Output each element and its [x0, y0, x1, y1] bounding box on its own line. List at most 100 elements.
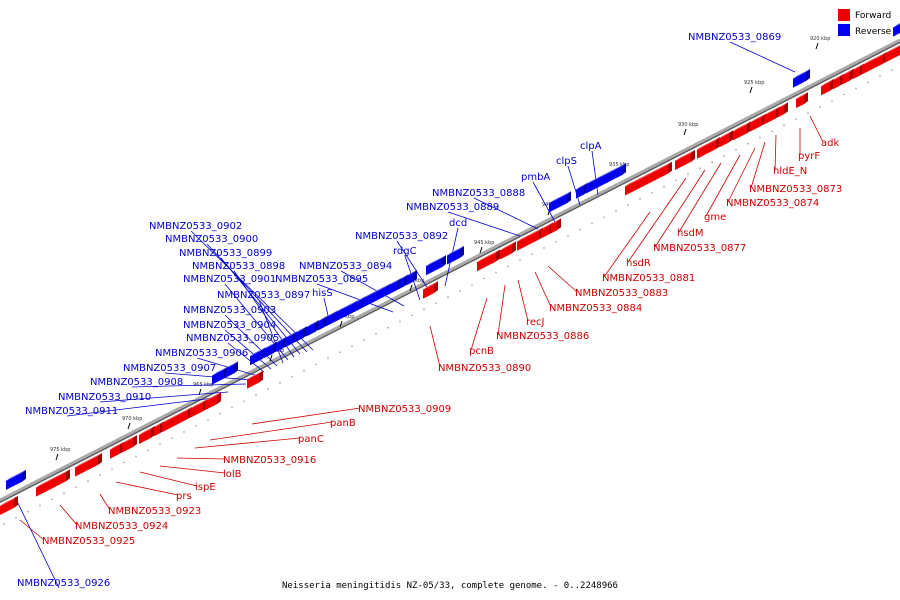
ruler-dot — [3, 523, 5, 525]
gene-top-face — [551, 218, 561, 225]
ruler-dot — [255, 394, 257, 396]
gene-top-face — [75, 452, 102, 468]
gene-top-face — [586, 163, 626, 185]
ruler-dot — [867, 81, 869, 84]
forward-gene — [205, 395, 217, 411]
leader-line — [115, 481, 179, 496]
gene-end-face — [512, 241, 516, 254]
forward-gene — [477, 252, 496, 272]
ruler-dot — [855, 87, 857, 90]
gene-top-face — [212, 366, 228, 376]
ruler-dot — [111, 467, 113, 470]
legend-reverse-swatch — [838, 24, 850, 36]
forward-gene-label: hsdR — [626, 258, 651, 269]
gene-top-face — [833, 73, 844, 81]
leader-line — [99, 493, 111, 511]
forward-gene-label: NMBNZ0533_0909 — [358, 404, 451, 415]
reverse-gene-label: pmbA — [521, 172, 550, 183]
forward-gene-label: NMBNZ0533_0881 — [602, 273, 695, 284]
forward-gene — [842, 71, 850, 85]
ruler-dot — [27, 510, 29, 513]
reverse-gene-label: NMBNZ0533_0904 — [183, 320, 276, 331]
reverse-gene-label: NMBNZ0533_0926 — [17, 578, 110, 589]
backbone-shadow — [0, 41, 900, 503]
ruler-dot — [87, 480, 89, 482]
genome-caption: Neisseria meningitidis NZ-05/33, complet… — [282, 581, 618, 591]
ruler-dot — [771, 130, 773, 133]
gene-top-face — [697, 137, 720, 150]
ruler-dot — [231, 406, 233, 409]
gene-top-face — [190, 399, 207, 409]
gene-top-face — [447, 245, 464, 256]
reverse-gene — [226, 364, 234, 378]
gene-end-face — [804, 92, 808, 105]
leader-line — [567, 165, 581, 206]
forward-gene — [247, 373, 259, 389]
reverse-gene — [586, 166, 622, 194]
backbone-line — [0, 38, 900, 502]
leader-line — [206, 243, 308, 353]
forward-gene — [764, 109, 776, 125]
forward-gene — [122, 438, 133, 453]
ruler-dot — [327, 357, 329, 360]
reverse-gene — [306, 323, 315, 337]
gene-top-face — [388, 277, 402, 286]
reverse-gene-label: NMBNZ0533_0908 — [90, 377, 183, 388]
gene-top-face — [842, 68, 854, 76]
leader-line — [534, 271, 552, 308]
ruler-dot — [555, 241, 557, 243]
gene-top-face — [862, 51, 887, 66]
ruler-dot — [711, 161, 713, 163]
forward-gene — [719, 133, 729, 148]
gene-end-face — [413, 269, 417, 282]
gene-top-face — [318, 315, 328, 322]
leader-line — [14, 496, 60, 589]
ruler-dot — [435, 302, 437, 304]
gene-top-face — [764, 106, 780, 116]
gene-top-face — [893, 23, 900, 28]
gene-top-face — [541, 222, 553, 230]
leader-line — [59, 504, 78, 526]
ruler-dot — [423, 308, 425, 311]
leader-line — [429, 325, 441, 368]
leader-line — [99, 391, 229, 403]
ruler-dot — [651, 191, 653, 194]
gene-end-face — [496, 249, 500, 262]
ruler-dot — [459, 290, 461, 292]
ruler-dot — [63, 492, 65, 495]
scale-tick-label: 925 kbp — [744, 80, 764, 86]
gene-top-face — [205, 392, 221, 402]
leader-line — [176, 457, 226, 460]
ruler-dot — [171, 437, 173, 439]
forward-gene-label: hldE_N — [773, 166, 807, 177]
reverse-gene-label: hisS — [312, 288, 333, 299]
reverse-gene-label: NMBNZ0533_0911 — [25, 406, 118, 417]
scale-tick-label: 935 kbp — [609, 162, 629, 168]
forward-gene-label: pyrF — [798, 151, 820, 162]
reverse-gene — [399, 277, 404, 290]
ruler-dot — [411, 314, 413, 317]
forward-gene — [36, 472, 66, 497]
ruler-dot — [843, 93, 845, 96]
reverse-gene — [318, 318, 324, 331]
ruler-dot — [891, 69, 893, 71]
gene-top-face — [750, 113, 766, 123]
gene-top-face — [6, 469, 26, 481]
ruler-dot — [747, 142, 749, 145]
reverse-gene-label: rdgC — [393, 246, 417, 257]
ruler-dot — [339, 351, 341, 354]
gene-end-face — [133, 435, 137, 448]
leader-line — [729, 41, 796, 73]
gene-top-face — [500, 241, 516, 251]
gene-top-face — [250, 347, 266, 357]
legend-forward-swatch — [838, 9, 850, 21]
leader-line — [159, 465, 226, 474]
ruler-dot — [879, 75, 881, 78]
gene-end-face — [460, 245, 464, 258]
gene-end-face — [259, 370, 263, 383]
forward-gene — [154, 424, 160, 437]
ruler-dot — [207, 418, 209, 421]
leader-line — [209, 421, 333, 441]
forward-gene-label: NMBNZ0533_0925 — [42, 536, 135, 547]
